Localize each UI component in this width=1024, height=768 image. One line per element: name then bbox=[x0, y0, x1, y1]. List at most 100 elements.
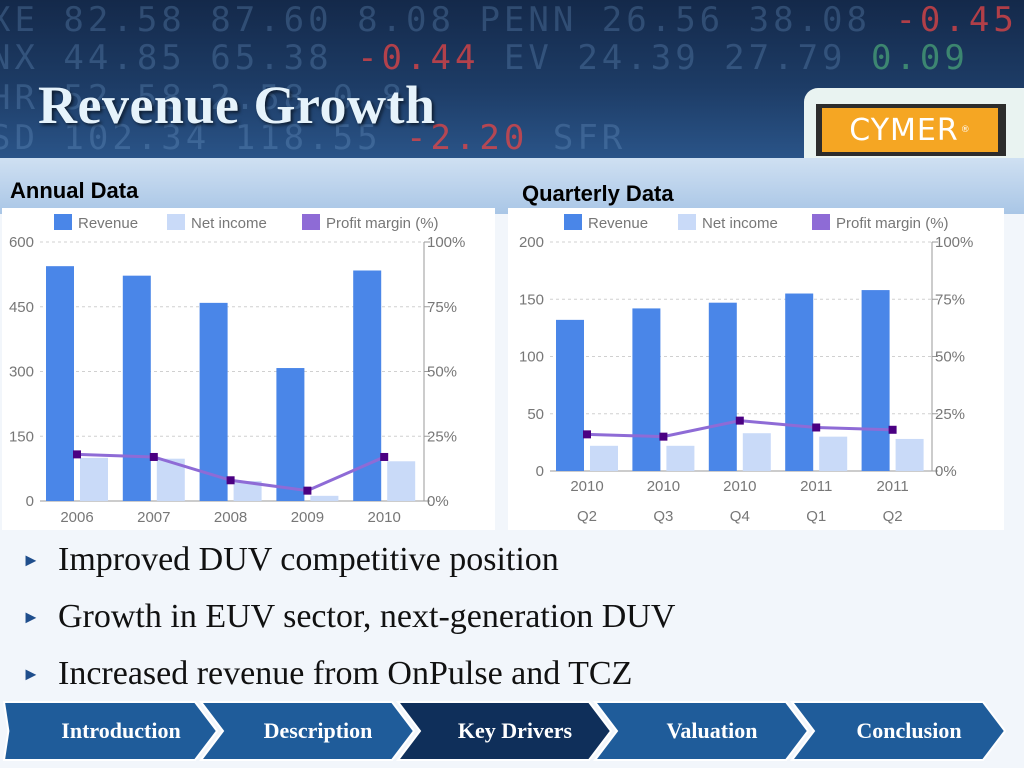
legend-net-income-swatch bbox=[167, 214, 185, 230]
bar-revenue bbox=[556, 319, 584, 471]
profit-margin-point bbox=[583, 430, 591, 439]
x-tick-label: 2009 bbox=[291, 509, 324, 526]
ticker-row: HR 52.58 2.58 0.8 bbox=[0, 78, 406, 118]
ticker-cell: SD bbox=[0, 118, 39, 158]
bar-revenue bbox=[632, 308, 661, 471]
logo-text: CYMER bbox=[849, 112, 959, 148]
bar-net-income bbox=[895, 438, 924, 471]
ticker-cell: 26.56 bbox=[601, 0, 749, 40]
nav-chevron bbox=[198, 701, 416, 761]
ticker-cell: 52.58 bbox=[63, 78, 211, 118]
ticker-cell: SFR bbox=[552, 118, 627, 158]
x-tick-label: 2008 bbox=[214, 509, 247, 526]
y2-tick-label: 75% bbox=[935, 291, 965, 308]
profit-margin-point bbox=[812, 423, 821, 432]
ticker-cell: 8.08 bbox=[357, 0, 480, 40]
y2-tick-label: 50% bbox=[427, 364, 457, 381]
bar-revenue bbox=[46, 266, 74, 501]
y2-tick-label: 100% bbox=[427, 234, 465, 251]
bar-revenue bbox=[122, 275, 151, 501]
ticker-cell: HR bbox=[0, 78, 39, 118]
y2-tick-label: 50% bbox=[935, 349, 965, 366]
x-tick-label: 2010 bbox=[723, 478, 756, 495]
ticker-row: SD 102.34 118.55 -2.20 SFR bbox=[0, 118, 626, 158]
subheader-band bbox=[0, 158, 1024, 214]
bar-net-income bbox=[819, 436, 848, 471]
x-tick-label: 2010 bbox=[368, 509, 401, 526]
x-tick-label: 2007 bbox=[137, 509, 170, 526]
ticker-cell: -0.44 bbox=[357, 38, 504, 78]
y-tick-label: 0 bbox=[26, 493, 34, 510]
nav-introduction[interactable]: Introduction bbox=[61, 718, 181, 743]
nav-chevron bbox=[2, 701, 219, 761]
bar-revenue bbox=[708, 302, 737, 471]
ticker-row: NX 44.85 65.38 -0.44 EV 24.39 27.79 0.09 bbox=[0, 38, 969, 78]
legend-revenue-label: Revenue bbox=[588, 215, 648, 232]
bar-revenue bbox=[353, 270, 382, 501]
ticker-cell: PENN bbox=[479, 0, 602, 40]
bullet-arrow-icon: ► bbox=[22, 663, 40, 684]
bar-revenue bbox=[785, 293, 814, 471]
nav-conclusion[interactable]: Conclusion bbox=[856, 718, 962, 743]
slide-title: Revenue Growth bbox=[38, 75, 436, 135]
ticker-cell: 2.58 bbox=[210, 78, 333, 118]
nav-valuation[interactable]: Valuation bbox=[666, 718, 758, 743]
ticker-cell: 24.39 bbox=[577, 38, 725, 78]
bar-net-income bbox=[590, 445, 618, 471]
profit-margin-point bbox=[659, 432, 668, 441]
y2-tick-label: 25% bbox=[935, 406, 965, 423]
ticker-cell: 102.34 bbox=[63, 118, 235, 158]
profit-margin-point bbox=[735, 416, 744, 425]
y-tick-label: 0 bbox=[536, 463, 544, 480]
bar-net-income bbox=[80, 457, 108, 501]
x-tick-label: 2011 bbox=[800, 478, 832, 495]
legend-net-income-label: Net income bbox=[702, 215, 778, 232]
y-tick-label: 100 bbox=[519, 349, 544, 366]
x-tick-label: 2006 bbox=[60, 509, 93, 526]
annual-chart: Revenue Net income Profit margin (%) 0 150 30… bbox=[2, 208, 495, 530]
y2-tick-label: 100% bbox=[935, 234, 973, 251]
annual-chart-svg: Revenue Net income Profit margin (%) 0 150 30… bbox=[9, 214, 465, 526]
nav-chevron bbox=[395, 701, 613, 761]
legend-profit-margin-swatch bbox=[302, 214, 320, 230]
ticker-cell: 65.38 bbox=[210, 38, 358, 78]
nav-description[interactable]: Description bbox=[263, 718, 373, 743]
y-tick-label: 200 bbox=[519, 234, 544, 251]
legend-revenue-label: Revenue bbox=[78, 215, 138, 232]
quarterly-chart-title: Quarterly Data bbox=[522, 181, 674, 206]
profit-margin-point bbox=[888, 425, 897, 434]
legend-net-income-label: Net income bbox=[191, 215, 267, 232]
x-tick-label: Q1 bbox=[806, 508, 826, 525]
logo-trademark: ® bbox=[960, 125, 971, 135]
ticker-cell: 38.08 bbox=[748, 0, 896, 40]
x-tick-label: 2010 bbox=[647, 478, 680, 495]
x-tick-label: Q2 bbox=[883, 508, 903, 525]
ticker-cell: -0.45 bbox=[895, 0, 1018, 40]
legend-profit-margin-label: Profit margin (%) bbox=[836, 215, 949, 232]
quarterly-chart-svg: Revenue Net income Profit margin (%) 0 50 100… bbox=[519, 214, 973, 525]
ticker-cell: -2.20 bbox=[406, 118, 553, 158]
y2-tick-label: 25% bbox=[427, 428, 457, 445]
nav-chevron bbox=[592, 701, 810, 761]
bullet-text: Improved DUV competitive position bbox=[58, 541, 559, 578]
bar-net-income bbox=[387, 461, 416, 501]
bullet-text: Growth in EUV sector, next-generation DU… bbox=[58, 598, 676, 635]
bullet-item: ► Growth in EUV sector, next-generation … bbox=[22, 597, 675, 637]
ticker-cell: 44.85 bbox=[63, 38, 211, 78]
bullet-item: ► Improved DUV competitive position bbox=[22, 540, 559, 580]
x-tick-label: Q2 bbox=[577, 508, 597, 525]
bar-net-income bbox=[666, 445, 695, 471]
y2-tick-label: 75% bbox=[427, 299, 457, 316]
y-tick-label: 50 bbox=[527, 406, 544, 423]
ticker-row: XE 82.58 87.60 8.08 PENN 26.56 38.08 -0.… bbox=[0, 0, 1018, 40]
x-tick-label: 2010 bbox=[570, 478, 603, 495]
annual-chart-title: Annual Data bbox=[10, 178, 139, 203]
legend-profit-margin-label: Profit margin (%) bbox=[326, 215, 439, 232]
ticker-cell: 27.79 bbox=[724, 38, 871, 78]
bullet-arrow-icon: ► bbox=[22, 549, 40, 570]
quarterly-chart: Revenue Net income Profit margin (%) 0 50 100… bbox=[508, 208, 1004, 530]
nav-key-drivers[interactable]: Key Drivers bbox=[457, 718, 573, 743]
section-navigation: Introduction Description Key Drivers Val… bbox=[0, 700, 1024, 762]
legend-revenue-swatch bbox=[564, 214, 582, 230]
bar-net-income bbox=[310, 495, 339, 501]
